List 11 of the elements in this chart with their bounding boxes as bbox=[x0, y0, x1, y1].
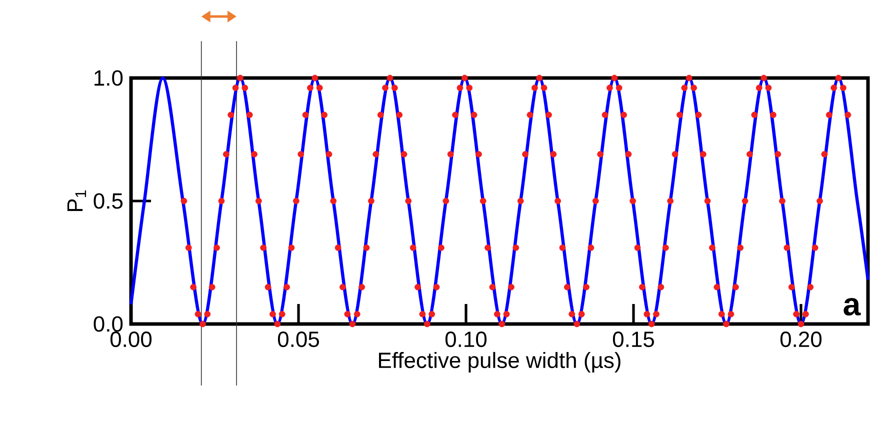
x-axis-title: Effective pulse width (µs) bbox=[379, 352, 620, 372]
x-tick-label: 0.20 bbox=[780, 332, 822, 348]
y-tick-label: 1.0 bbox=[94, 70, 123, 86]
x-tick-label: 0.10 bbox=[445, 332, 487, 348]
y-tick-label: 0.5 bbox=[94, 193, 123, 209]
y-tick-label: 0.0 bbox=[94, 316, 123, 332]
x-tick-label: 0.15 bbox=[612, 332, 654, 348]
annotation: a bbox=[844, 298, 861, 316]
y-axis-title: P$_{1}$ bbox=[67, 190, 86, 212]
x-tick-label: 0.00 bbox=[110, 332, 152, 348]
x-tick-label: 0.05 bbox=[278, 332, 319, 348]
